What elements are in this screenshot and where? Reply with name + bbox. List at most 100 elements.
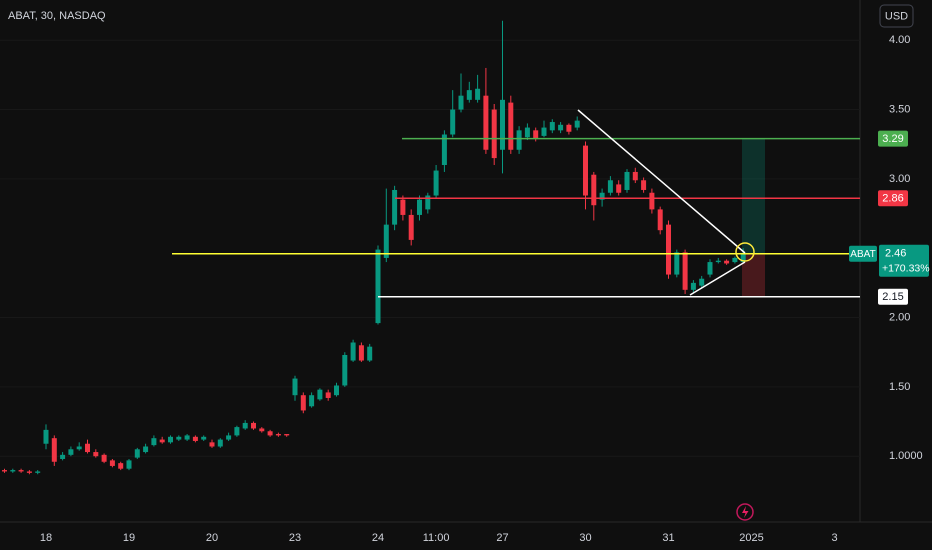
candle-body — [524, 127, 530, 138]
candle-body — [60, 454, 66, 459]
events-icon[interactable] — [736, 503, 754, 521]
y-tick-label: 1.50 — [889, 381, 910, 393]
currency-button[interactable] — [879, 4, 914, 28]
candle-body — [209, 442, 215, 447]
y-tick-label: 2.00 — [889, 311, 910, 323]
x-tick-label: 18 — [40, 532, 52, 544]
candle-body — [425, 195, 431, 210]
candle-body — [549, 122, 555, 131]
candle-body — [392, 189, 398, 225]
candle-body — [674, 252, 680, 275]
candle-body — [350, 342, 356, 361]
candle-body — [317, 389, 323, 400]
level-label: 3.29 — [882, 133, 903, 145]
y-tick-label: 4.00 — [889, 34, 910, 46]
candle-body — [342, 354, 348, 386]
last-price-box — [879, 244, 929, 277]
symbol-label: ABAT — [850, 249, 875, 260]
candle-body — [217, 439, 223, 447]
candle-body — [176, 436, 182, 440]
x-tick-label: 30 — [579, 532, 591, 544]
candle-body — [18, 470, 24, 472]
candle-body — [616, 184, 622, 193]
candle-body — [715, 260, 721, 263]
axis-labels: 4.00 3.50 3.00 2.00 1.50 1.0000 18 19 20 23 24 11:0… — [40, 34, 930, 544]
candle-body — [500, 99, 505, 150]
candle-body — [632, 171, 638, 181]
candle-body — [325, 392, 331, 398]
x-tick-label: 24 — [372, 532, 384, 544]
candle-body — [300, 395, 306, 411]
x-tick-label: 11:00 — [423, 532, 450, 544]
candle-body — [657, 209, 663, 231]
candle-body — [508, 102, 514, 150]
candle-body — [699, 278, 705, 286]
candle-body — [10, 470, 16, 472]
candle-body — [259, 428, 265, 432]
candle-body — [234, 427, 240, 436]
candle-body — [383, 224, 389, 258]
candle-body — [475, 88, 481, 100]
candle-body — [168, 436, 173, 443]
candle-body — [267, 431, 273, 436]
candle-body — [649, 192, 655, 210]
candle-body — [690, 282, 696, 290]
candle-body — [682, 252, 688, 290]
candle-body — [2, 470, 7, 472]
candle-body — [400, 199, 406, 215]
symbol-label-box — [849, 245, 877, 262]
candle-body — [201, 436, 207, 440]
candle-body — [516, 130, 522, 150]
candle-body — [143, 446, 149, 453]
profit-zone — [742, 138, 765, 254]
candle-body — [192, 436, 198, 441]
levels — [172, 137, 860, 298]
candle-body — [732, 257, 738, 263]
candle-body — [85, 443, 90, 453]
candle-body — [226, 435, 232, 440]
candle-body — [26, 471, 32, 473]
candle-body — [109, 460, 115, 466]
candle-body — [458, 95, 464, 110]
candle-body — [43, 429, 49, 444]
events-icon-bolt — [742, 506, 749, 518]
candle-body — [483, 95, 489, 150]
candle-body — [558, 124, 564, 131]
currency-label[interactable]: USD — [885, 10, 908, 22]
y-tick-label: 3.50 — [889, 103, 910, 115]
level-label-box — [878, 190, 908, 207]
x-tick-label: 3 — [831, 532, 837, 544]
candle-body — [251, 422, 256, 429]
trend-line — [577, 109, 746, 254]
candles — [2, 20, 746, 475]
candle-body — [35, 471, 41, 473]
loss-zone — [742, 253, 765, 297]
candle-body — [358, 345, 364, 361]
candle-body — [583, 145, 588, 196]
candle-body — [68, 449, 74, 455]
candle-body — [574, 120, 580, 128]
x-tick-label: 2025 — [739, 532, 763, 544]
candle-body — [242, 422, 248, 429]
candle-body — [607, 180, 613, 193]
x-tick-label: 27 — [496, 532, 508, 544]
candle-body — [375, 249, 381, 324]
candle-body — [76, 446, 82, 450]
candle-body — [101, 454, 107, 462]
position-zone — [742, 138, 765, 297]
trend-line — [689, 261, 746, 296]
candle-body — [275, 434, 281, 436]
candle-body — [367, 346, 373, 361]
x-tick-label: 20 — [206, 532, 218, 544]
y-tick-label: 3.00 — [889, 173, 910, 185]
candle-body — [292, 378, 298, 396]
change-label: +170.33% — [882, 263, 930, 275]
candle-body — [491, 109, 497, 159]
last-price-label: 2.46 — [885, 248, 906, 260]
candle-body — [624, 171, 630, 190]
level-label-box — [878, 130, 908, 147]
x-tick-label: 19 — [123, 532, 135, 544]
candle-body — [417, 199, 422, 215]
